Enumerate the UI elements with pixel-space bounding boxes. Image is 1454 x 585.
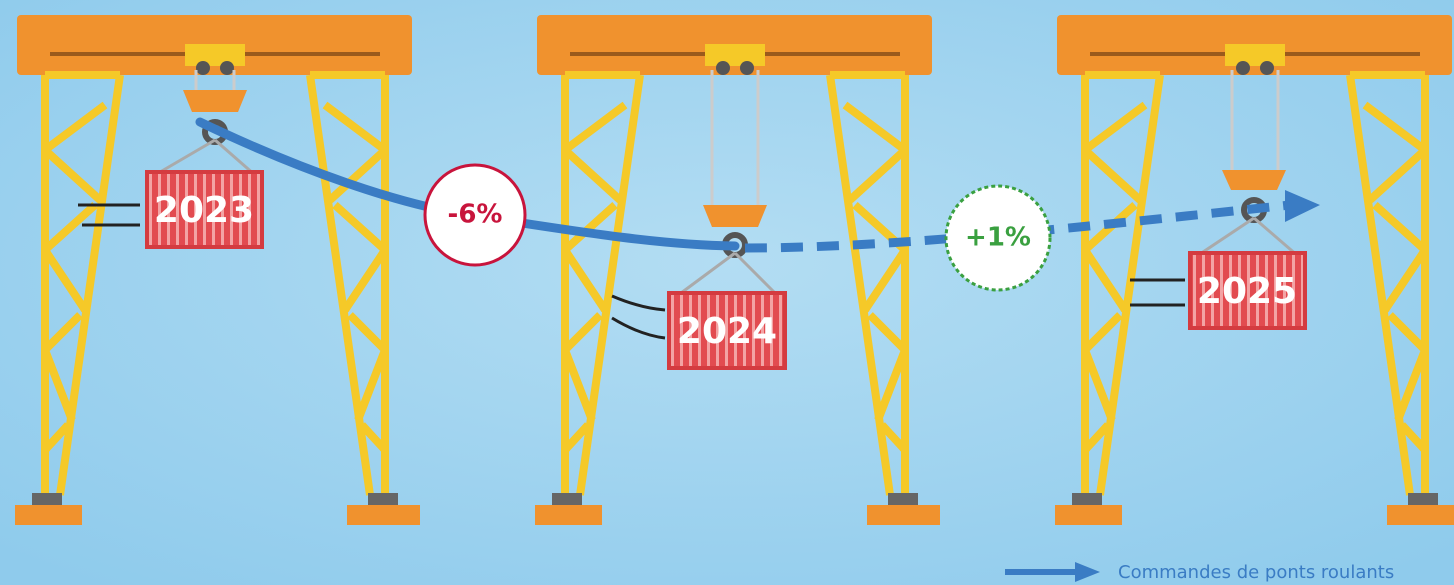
body: 2023 2024 2025 -6% +1% Commandes de pont… (0, 0, 1454, 585)
infographic: 2023 2024 2025 -6% +1% Commandes de pont… (0, 0, 1454, 585)
page: {"containers": [{"label": "2023"}, {"lab… (0, 0, 1454, 585)
container-label: 2024 (677, 311, 777, 352)
container: 2025 (1190, 253, 1305, 328)
container: 2024 (669, 293, 785, 368)
change-badge: -6% (425, 165, 525, 265)
container: 2023 (147, 172, 262, 247)
change-label: +1% (965, 223, 1031, 253)
container-label: 2023 (154, 190, 254, 231)
legend-label: Commandes de ponts roulants (1118, 562, 1394, 583)
change-label: -6% (448, 200, 503, 230)
change-badge: +1% (946, 186, 1050, 290)
container-label: 2025 (1197, 271, 1297, 312)
